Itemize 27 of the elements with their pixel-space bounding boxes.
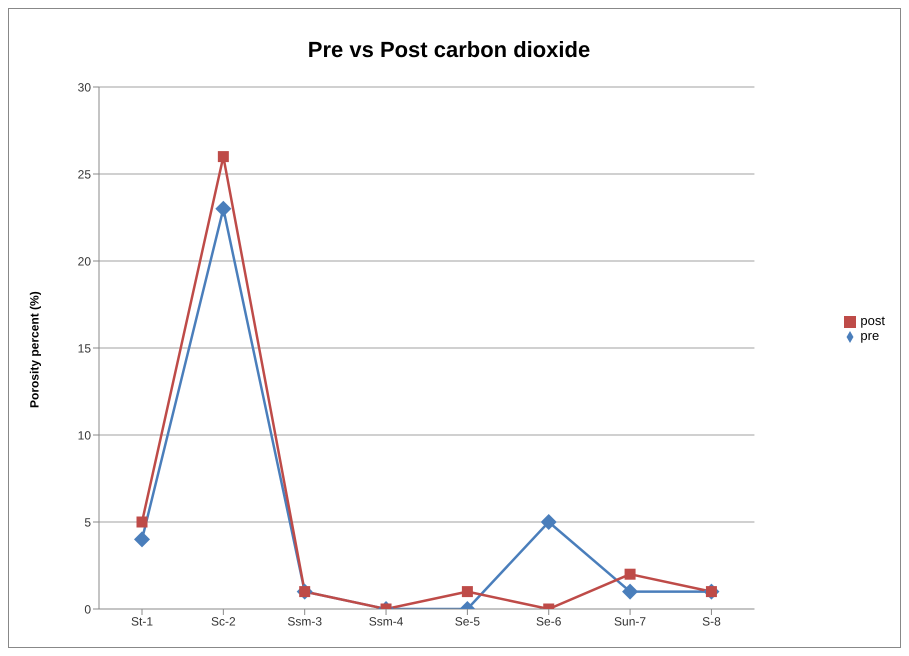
y-axis-title: Porosity percent (%) (27, 291, 42, 408)
y-tick-label: 20 (78, 254, 92, 268)
point (540, 514, 557, 530)
legend-label: pre (860, 328, 880, 343)
y-tick-label: 25 (78, 167, 92, 182)
y-tick-label: 30 (78, 80, 92, 94)
x-tick-label: S-8 (702, 614, 722, 629)
point (134, 531, 150, 548)
point (215, 200, 232, 217)
x-tick-label: Sun-7 (614, 614, 646, 629)
y-tick-label: 10 (78, 428, 92, 442)
point (622, 584, 638, 600)
legend-label: post (860, 313, 885, 328)
point (624, 568, 636, 580)
point (136, 516, 148, 528)
y-tick-label: 5 (84, 515, 92, 530)
x-tick-label: Se-6 (536, 614, 562, 629)
point (462, 586, 473, 598)
chart-title: Pre vs Post carbon dioxide (306, 37, 592, 63)
x-tick-label: St-1 (130, 614, 154, 629)
x-tick-label: Ssm-4 (368, 614, 404, 629)
point (218, 151, 229, 162)
y-tick-label: 0 (84, 602, 92, 616)
x-tick-label: Sc-2 (211, 614, 236, 629)
x-tick-label: Se-5 (454, 614, 480, 629)
y-tick-label: 15 (78, 341, 92, 356)
x-tick-label: Ssm-3 (287, 614, 322, 629)
